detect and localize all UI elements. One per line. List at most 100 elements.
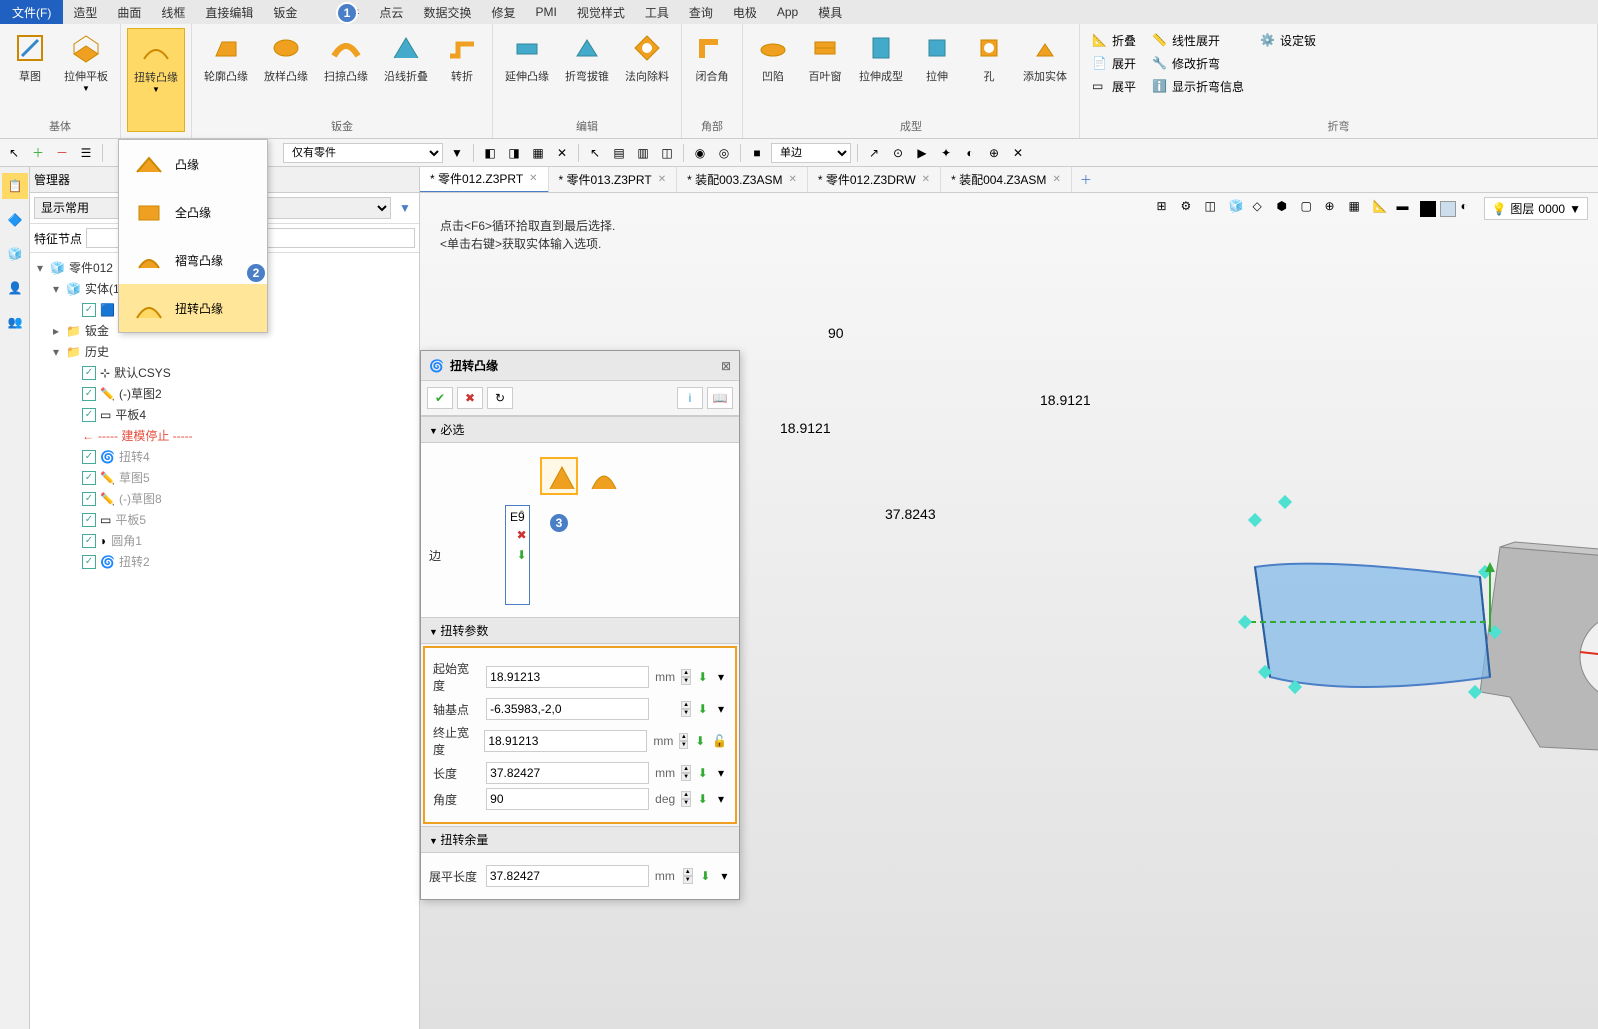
tab-part012[interactable]: * 零件012.Z3PRT✕ — [420, 167, 549, 193]
ribbon-modify-bend[interactable]: 🔧修改折弯 — [1148, 53, 1248, 74]
model-view[interactable] — [1200, 467, 1598, 867]
qt-tool18[interactable]: ✕ — [1008, 143, 1028, 163]
dialog-apply[interactable]: ↻ — [487, 387, 513, 409]
qt-tool14[interactable]: ▶ — [912, 143, 932, 163]
param-more[interactable]: ▾ — [715, 700, 727, 718]
qt-tool16[interactable]: ◐ — [960, 143, 980, 163]
tab-drw012[interactable]: * 零件012.Z3DRW✕ — [808, 167, 941, 192]
menu-mold[interactable]: 模具 — [808, 0, 852, 25]
qt-tool10[interactable]: ◎ — [714, 143, 734, 163]
qt-tool13[interactable]: ⊙ — [888, 143, 908, 163]
vt-4[interactable]: 🧊 — [1228, 199, 1248, 219]
qt-tool12[interactable]: ↗ — [864, 143, 884, 163]
vt-8[interactable]: ⊕ — [1324, 199, 1344, 219]
vt-1[interactable]: ⊞ — [1156, 199, 1176, 219]
qt-tool15[interactable]: ✦ — [936, 143, 956, 163]
close-icon[interactable]: ✕ — [658, 174, 666, 185]
menu-electrode[interactable]: 电极 — [723, 0, 767, 25]
param-input[interactable] — [486, 788, 649, 810]
vt-10[interactable]: 📐 — [1372, 199, 1392, 219]
tree-node[interactable]: ✓✏️(-)草图2 — [34, 383, 415, 404]
ribbon-sweep-flange[interactable]: 扫掠凸缘 — [318, 28, 374, 116]
entity-filter-select[interactable]: 仅有零件 — [283, 143, 443, 163]
ribbon-normal-cut[interactable]: 法向除料 — [619, 28, 675, 116]
spinner[interactable]: ▲▼ — [681, 765, 690, 781]
section-required[interactable]: 必选 — [421, 416, 739, 443]
vt-6[interactable]: ⬢ — [1276, 199, 1296, 219]
param-picker[interactable]: ⬇ — [694, 732, 706, 750]
spinner[interactable]: ▲▼ — [681, 669, 690, 685]
lock-icon[interactable]: 🔓 — [712, 732, 727, 750]
param-more[interactable]: ▾ — [715, 764, 727, 782]
vt-5[interactable]: ◇ — [1252, 199, 1272, 219]
dropdown-full-flange[interactable]: 全凸缘 — [119, 188, 267, 236]
vt-9[interactable]: ▦ — [1348, 199, 1368, 219]
ribbon-linear-unfold[interactable]: 📏线性展开 — [1148, 30, 1248, 51]
param-picker[interactable]: ⬇ — [697, 764, 709, 782]
qt-tool6[interactable]: ▤ — [609, 143, 629, 163]
qt-tool3[interactable]: ▦ — [528, 143, 548, 163]
ribbon-contour-flange[interactable]: 轮廓凸缘 — [198, 28, 254, 116]
menu-direct-edit[interactable]: 直接编辑 — [195, 0, 263, 25]
ribbon-flatten[interactable]: ▭展平 — [1088, 76, 1140, 97]
spinner[interactable]: ▲▼ — [679, 733, 688, 749]
tree-node[interactable]: ✓✏️(-)草图8 — [34, 488, 415, 509]
dialog-help[interactable]: 📖 — [707, 387, 733, 409]
dialog-close[interactable]: ⊠ — [721, 359, 731, 373]
filter-icon[interactable]: ▼ — [395, 198, 415, 218]
sidebar-tab-2[interactable]: 🧊 — [2, 241, 28, 267]
qt-tool9[interactable]: ◉ — [690, 143, 710, 163]
qt-tool4[interactable]: ✕ — [552, 143, 572, 163]
menu-pointcloud[interactable]: 点云 — [369, 0, 413, 25]
qt-dropdown[interactable]: ▼ — [447, 143, 467, 163]
ribbon-jog[interactable]: 转折 — [438, 28, 486, 116]
menu-surface[interactable]: 曲面 — [107, 0, 151, 25]
vt-11[interactable]: ▬ — [1396, 199, 1416, 219]
qt-tool17[interactable]: ⊕ — [984, 143, 1004, 163]
ribbon-extend-flange[interactable]: 延伸凸缘 — [499, 28, 555, 116]
ribbon-loft-flange[interactable]: 放样凸缘 — [258, 28, 314, 116]
dialog-cancel[interactable]: ✖ — [457, 387, 483, 409]
sidebar-tab-1[interactable]: 🔷 — [2, 207, 28, 233]
tree-checkbox[interactable]: ✓ — [82, 534, 96, 548]
tree-checkbox[interactable]: ✓ — [82, 450, 96, 464]
menu-wireframe[interactable]: 线框 — [151, 0, 195, 25]
qt-tool1[interactable]: ◧ — [480, 143, 500, 163]
tree-node[interactable]: ✓⊹默认CSYS — [34, 362, 415, 383]
tree-collapse-icon[interactable]: ▾ — [34, 261, 46, 275]
menu-query[interactable]: 查询 — [679, 0, 723, 25]
side-select[interactable]: 单边 — [771, 143, 851, 163]
tree-node[interactable]: ✓▭平板5 — [34, 509, 415, 530]
qt-tool11[interactable]: ■ — [747, 143, 767, 163]
layer-selector[interactable]: 💡 图层0000 ▼ — [1484, 197, 1588, 220]
param-input[interactable] — [486, 865, 649, 887]
qt-tool5[interactable]: ↖ — [585, 143, 605, 163]
param-picker[interactable]: ⬇ — [699, 867, 712, 885]
qt-list[interactable]: ☰ — [76, 143, 96, 163]
sidebar-tab-manager[interactable]: 📋 — [2, 173, 28, 199]
spinner[interactable]: ▲▼ — [683, 868, 693, 884]
param-more[interactable]: ▾ — [715, 668, 727, 686]
menu-pmi[interactable]: PMI — [525, 1, 566, 23]
tree-checkbox[interactable]: ✓ — [82, 408, 96, 422]
menu-visual-style[interactable]: 视觉样式 — [567, 0, 635, 25]
accept-icon[interactable]: ⬇ — [517, 548, 527, 562]
section-twist-params[interactable]: 扭转参数 — [421, 617, 739, 644]
param-input[interactable] — [486, 666, 649, 688]
ribbon-bend-taper[interactable]: 折弯拔锥 — [559, 28, 615, 116]
ribbon-extrude[interactable]: 拉伸 — [913, 28, 961, 116]
dialog-ok[interactable]: ✔ — [427, 387, 453, 409]
color-black[interactable] — [1420, 201, 1436, 217]
param-more[interactable]: ▾ — [718, 867, 731, 885]
ribbon-fold[interactable]: 📐折叠 — [1088, 30, 1140, 51]
file-menu[interactable]: 文件(F) — [0, 0, 63, 24]
qt-remove[interactable]: － — [52, 143, 72, 163]
spinner[interactable]: ▲▼ — [681, 701, 690, 717]
vt-7[interactable]: ▢ — [1300, 199, 1320, 219]
menu-repair[interactable]: 修复 — [481, 0, 525, 25]
dialog-info[interactable]: i — [677, 387, 703, 409]
param-picker[interactable]: ⬇ — [697, 790, 709, 808]
tree-node[interactable]: ✓🌀扭转2 — [34, 551, 415, 572]
tree-toggle-icon[interactable]: ▾ — [50, 345, 62, 359]
qt-add[interactable]: ＋ — [28, 143, 48, 163]
